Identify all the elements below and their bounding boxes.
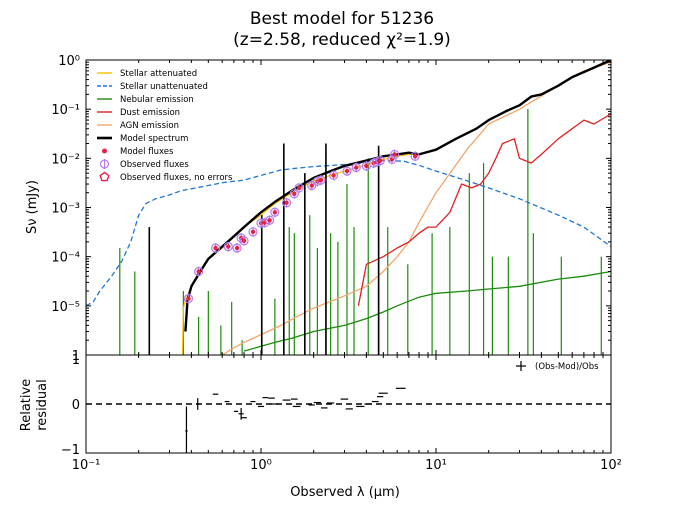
observed-flux-point [387, 154, 397, 165]
observed-flux-point [351, 162, 361, 173]
x-tick-label: 10⁰ [250, 458, 272, 473]
legend-label: Nebular emission [120, 95, 194, 105]
model-flux-point [392, 152, 397, 157]
y-axis-label-top: Sν (mJy) [25, 180, 40, 234]
observed-flux-point [194, 266, 204, 277]
observed-flux-point [265, 215, 275, 225]
axes: 10⁻¹ 10⁰ 10¹ 10² 10⁰ 10⁻¹ 10⁻² 10⁻³ 10⁻⁴ 10⁻⁵ 11 0 −… [51, 54, 622, 473]
residual-legend-label: (Obs-Mod)/Obs [535, 362, 599, 372]
model-flux-point [309, 183, 314, 188]
y-tick-label-bottom: −1 [61, 443, 80, 458]
legend-label: Model spectrum [120, 134, 188, 144]
x-tick-label: 10¹ [425, 458, 447, 473]
model-flux-point [364, 163, 369, 169]
observed-flux-point [223, 242, 233, 252]
observed-flux-point [281, 198, 292, 208]
y-tick-label-bottom: 0 [72, 398, 80, 413]
model-flux-point [292, 191, 297, 196]
observed-flux-point [329, 170, 339, 180]
model-flux-point [318, 177, 324, 183]
chart-title-line2: (z=2.58, reduced χ²=1.9) [233, 30, 451, 50]
observed-flux-point [183, 294, 194, 304]
observed-flux-point [410, 151, 420, 161]
nebular-continuum-line [243, 270, 611, 352]
legend-label: Observed fluxes, no errors [120, 173, 233, 183]
legend-swatch [99, 159, 110, 169]
y-tick-label-top: 1 [72, 349, 80, 364]
legend-label: AGN emission [120, 121, 179, 131]
legend-label: Stellar unattenuated [120, 82, 208, 92]
x-tick-label: 10² [600, 458, 622, 473]
observed-flux-point [239, 236, 249, 246]
observed-flux-point [232, 243, 242, 253]
model-flux-point [378, 158, 383, 163]
model-flux-point [284, 200, 289, 205]
y-tick-label-top: 10⁻⁵ [51, 300, 80, 315]
model-flux-point [196, 269, 201, 274]
chart-title-line1: Best model for 51236 [250, 9, 434, 29]
legend-swatch [99, 171, 110, 182]
model-flux-point [296, 185, 302, 191]
model-flux-point [250, 229, 256, 235]
y-tick-label-top: 10⁻⁴ [51, 251, 80, 266]
model-flux-point [234, 245, 240, 251]
legend: Stellar attenuated Stellar unattenuated Ne… [97, 69, 599, 372]
model-flux-point [267, 218, 272, 223]
legend-label: Stellar attenuated [120, 69, 197, 79]
x-tick-label: 10⁻¹ [72, 458, 101, 473]
agn-emission-line [221, 61, 611, 355]
observed-flux-point [294, 183, 304, 193]
legend-label: Observed fluxes [120, 160, 189, 170]
y-tick-label-top: 10⁻³ [51, 202, 80, 217]
model-flux-point [186, 296, 191, 301]
y-tick-label-top: 10⁻² [51, 152, 80, 167]
observed-flux-point [316, 175, 326, 185]
model-flux-point [412, 154, 418, 159]
top-panel-plot-area [86, 60, 611, 355]
x-axis-label: Observed λ (μm) [290, 485, 400, 500]
y-tick-label-bottom: 1 [72, 353, 80, 368]
bottom-panel-plot-area [86, 387, 611, 453]
model-flux-point [344, 168, 350, 174]
y-axis-label-bottom-line1: Relative [19, 379, 34, 431]
observed-flux-point [375, 155, 385, 166]
legend-label: Dust emission [120, 108, 180, 118]
observed-flux-point [270, 207, 280, 217]
model-flux-point [241, 238, 247, 244]
y-tick-label-top: 10⁻¹ [51, 103, 80, 118]
observed-flux-point [260, 218, 270, 228]
model-flux-point [213, 245, 218, 251]
observed-flux-point [236, 233, 246, 243]
observed-flux-point [342, 166, 352, 176]
y-axis-label-bottom-line2: residual [35, 379, 50, 431]
observed-flux-point [389, 149, 400, 160]
legend-label: Model fluxes [120, 147, 174, 157]
model-flux-point [272, 210, 278, 215]
model-flux-point [226, 244, 231, 249]
model-flux-point [354, 165, 359, 170]
model-flux-point [331, 173, 336, 178]
dust-emission-line [357, 113, 611, 306]
stellar-unattenuated-line [86, 159, 611, 307]
observed-flux-point [289, 189, 299, 199]
observed-flux-point [210, 243, 221, 253]
legend-swatch [102, 148, 107, 154]
observed-flux-point [248, 227, 258, 237]
model-spectrum-line [184, 60, 611, 332]
y-tick-label-top: 10⁰ [58, 54, 80, 69]
